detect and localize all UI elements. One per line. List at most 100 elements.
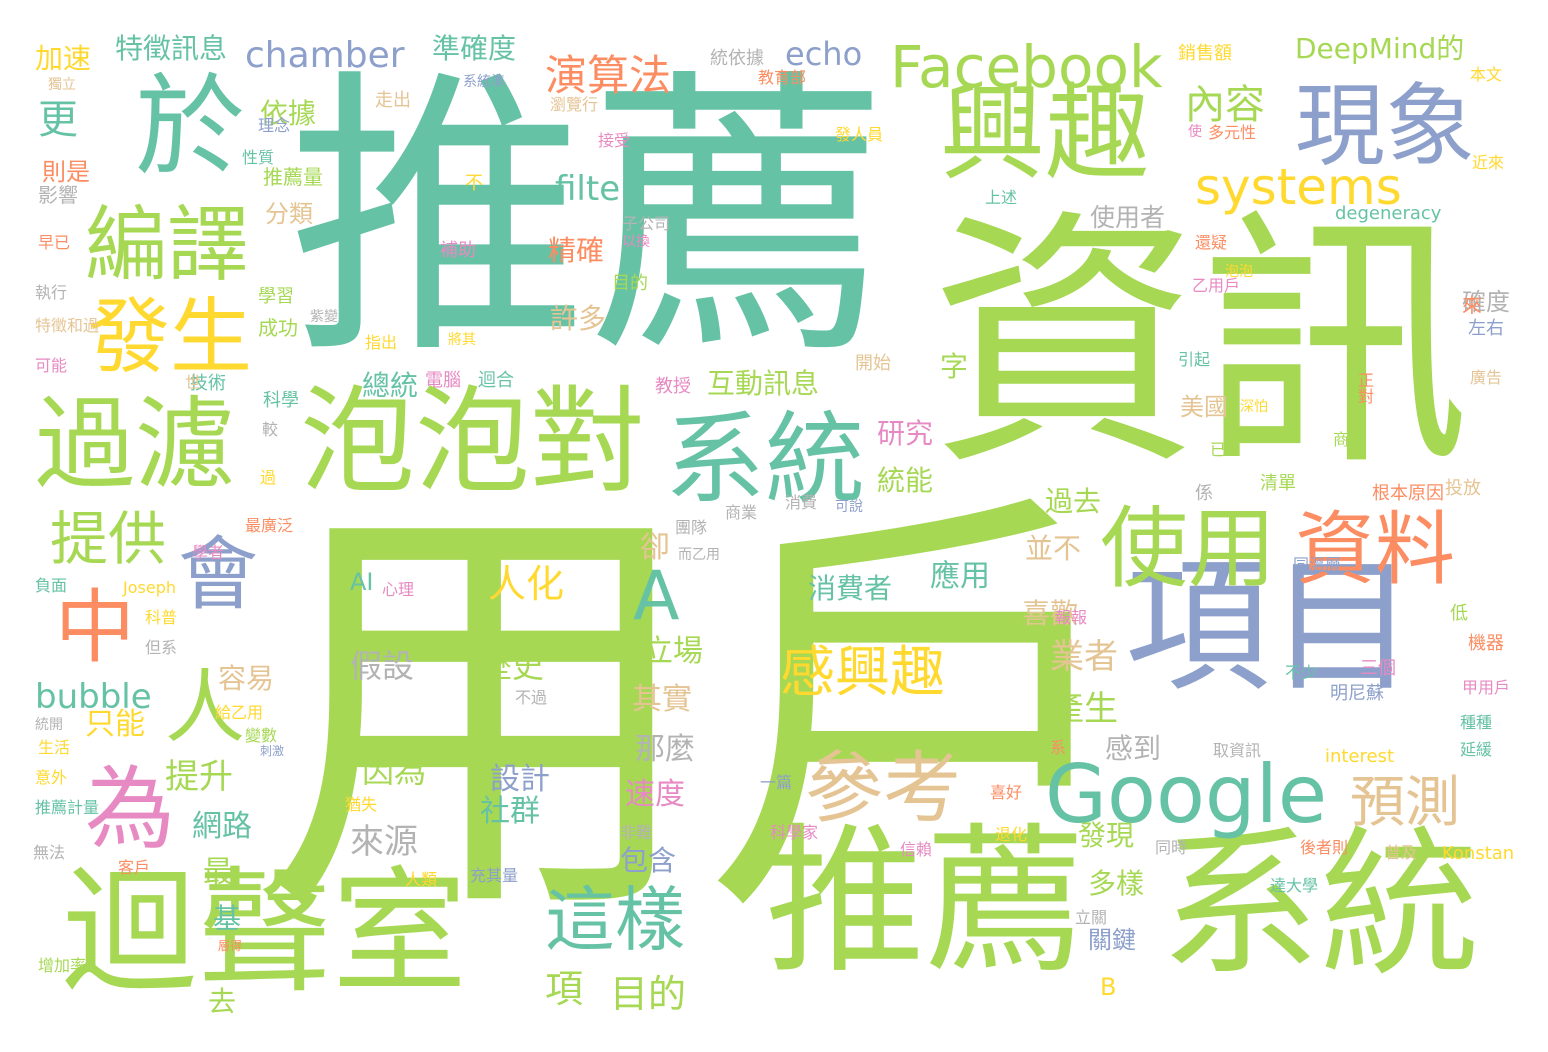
cloud-word: 參考 — [805, 744, 962, 834]
cloud-word: 早已 — [38, 233, 71, 252]
cloud-word: 延緩 — [1460, 740, 1493, 759]
cloud-word: 客戶 — [118, 858, 151, 877]
cloud-word: 統能 — [877, 464, 934, 497]
cloud-word: chamber — [245, 35, 405, 76]
cloud-word: 本文 — [1470, 65, 1503, 84]
cloud-word: 補助 — [440, 240, 476, 261]
cloud-word: 網路 — [192, 809, 252, 844]
cloud-word: AI — [350, 568, 374, 596]
cloud-word: 則是 — [42, 158, 90, 186]
cloud-word: 不少 — [1285, 663, 1318, 682]
cloud-word: 後者則 — [1300, 838, 1349, 857]
cloud-word: 而乙用 — [678, 547, 720, 563]
cloud-word: 無法 — [33, 843, 66, 862]
cloud-word: 特徵訊息 — [115, 32, 228, 65]
cloud-word: 資訊 — [930, 187, 1470, 502]
cloud-word: 資料 — [1295, 503, 1455, 596]
cloud-word: 迴聲室 — [62, 854, 467, 1011]
cloud-word: 假設 — [350, 647, 415, 685]
cloud-word: 性質 — [242, 148, 275, 167]
cloud-word: 推薦 — [765, 808, 1086, 995]
cloud-word: B — [1100, 973, 1117, 1001]
cloud-word: 增加率 — [38, 956, 87, 975]
cloud-word: 人類 — [405, 870, 438, 889]
cloud-word: 系 — [1050, 738, 1067, 757]
cloud-word: 精確 — [548, 234, 605, 267]
cloud-word: 立場 — [643, 634, 703, 669]
cloud-word: Konstan — [1442, 843, 1515, 864]
cloud-word: 乙用戶 — [1192, 276, 1241, 295]
cloud-word: 會 — [178, 528, 258, 621]
cloud-word: 感興趣 — [780, 640, 946, 704]
cloud-word: 多樣 — [1088, 867, 1145, 900]
cloud-word: 並不 — [1025, 532, 1082, 565]
cloud-word: 設計 — [490, 762, 550, 797]
cloud-word: 分類 — [265, 200, 313, 228]
cloud-word: 心理 — [382, 580, 415, 599]
cloud-word: 項目 — [1125, 543, 1415, 712]
cloud-word: 過去 — [1045, 485, 1102, 518]
cloud-word: 確度 — [1462, 288, 1510, 316]
cloud-word: 電腦 — [425, 370, 461, 391]
cloud-word: Joseph — [123, 578, 176, 597]
cloud-word: 科普 — [145, 608, 178, 627]
cloud-word: 泡泡對 — [300, 375, 646, 509]
cloud-word: 來源 — [350, 822, 418, 862]
cloud-word: 科學 — [263, 390, 299, 411]
cloud-word: 負面 — [35, 576, 68, 595]
cloud-word: 意外 — [35, 768, 68, 787]
cloud-word: 影響 — [38, 183, 78, 207]
cloud-word: 預測 — [1350, 770, 1461, 834]
cloud-word: 準確度 — [432, 32, 517, 65]
cloud-word: 依據 — [260, 97, 317, 130]
cloud-word: 理念 — [258, 116, 291, 135]
cloud-word: 層得 — [218, 939, 243, 953]
cloud-word: 但系 — [145, 638, 178, 657]
cloud-word: 迴合 — [478, 370, 514, 391]
cloud-word: 指出 — [365, 333, 398, 352]
cloud-word: 已 — [1210, 440, 1227, 459]
cloud-word: 容易 — [218, 662, 275, 695]
cloud-word: 科學家 — [770, 823, 819, 842]
cloud-word: 人 — [165, 661, 245, 754]
cloud-word: DeepMind的 — [1295, 32, 1465, 65]
cloud-word: 猶失 — [345, 795, 378, 814]
cloud-word: 中 — [55, 581, 135, 674]
cloud-word: 特徵和過 — [35, 316, 100, 335]
cloud-word: 基 — [213, 902, 242, 935]
cloud-word: 歷史 — [480, 647, 545, 685]
cloud-word: 統依據 — [710, 48, 764, 69]
cloud-word: 廣告 — [1470, 368, 1503, 387]
cloud-word: 係 — [1195, 483, 1213, 504]
cloud-word: 使用者 — [1090, 203, 1166, 232]
cloud-word: 學習 — [258, 286, 294, 307]
cloud-word: 其實 — [632, 682, 692, 717]
cloud-word: 不過 — [515, 688, 548, 707]
cloud-word: 投放 — [1445, 478, 1481, 499]
cloud-word: 成功 — [258, 316, 298, 340]
cloud-word: 發生 — [88, 290, 253, 385]
cloud-word: 社群 — [480, 794, 540, 829]
cloud-word: 那麼 — [635, 732, 695, 767]
cloud-word: 紫變 — [310, 309, 338, 325]
cloud-word: 只能 — [85, 707, 145, 742]
cloud-word: 許多 — [550, 302, 607, 335]
cloud-word: 更 — [38, 97, 78, 143]
cloud-word: interest — [1325, 746, 1395, 767]
cloud-word: 過 — [260, 468, 277, 487]
cloud-word: 喜歡 — [1022, 597, 1079, 630]
cloud-word: 左右 — [1468, 318, 1504, 339]
cloud-word: 人化 — [488, 562, 565, 606]
cloud-word: echo — [785, 35, 863, 73]
cloud-word: 互動訊息 — [707, 367, 820, 400]
cloud-word: 教育部 — [758, 68, 807, 87]
cloud-word: 深怕 — [1240, 399, 1268, 415]
cloud-word: 一篇 — [760, 773, 793, 792]
cloud-word: 這樣 — [545, 879, 685, 961]
cloud-word: 還疑 — [1195, 233, 1228, 252]
cloud-word: 教授 — [655, 376, 691, 397]
cloud-word: 內容 — [1185, 82, 1265, 128]
cloud-word: 興趣 — [940, 73, 1151, 195]
cloud-word: 消費者 — [808, 572, 893, 605]
cloud-word: Google — [1045, 748, 1328, 841]
